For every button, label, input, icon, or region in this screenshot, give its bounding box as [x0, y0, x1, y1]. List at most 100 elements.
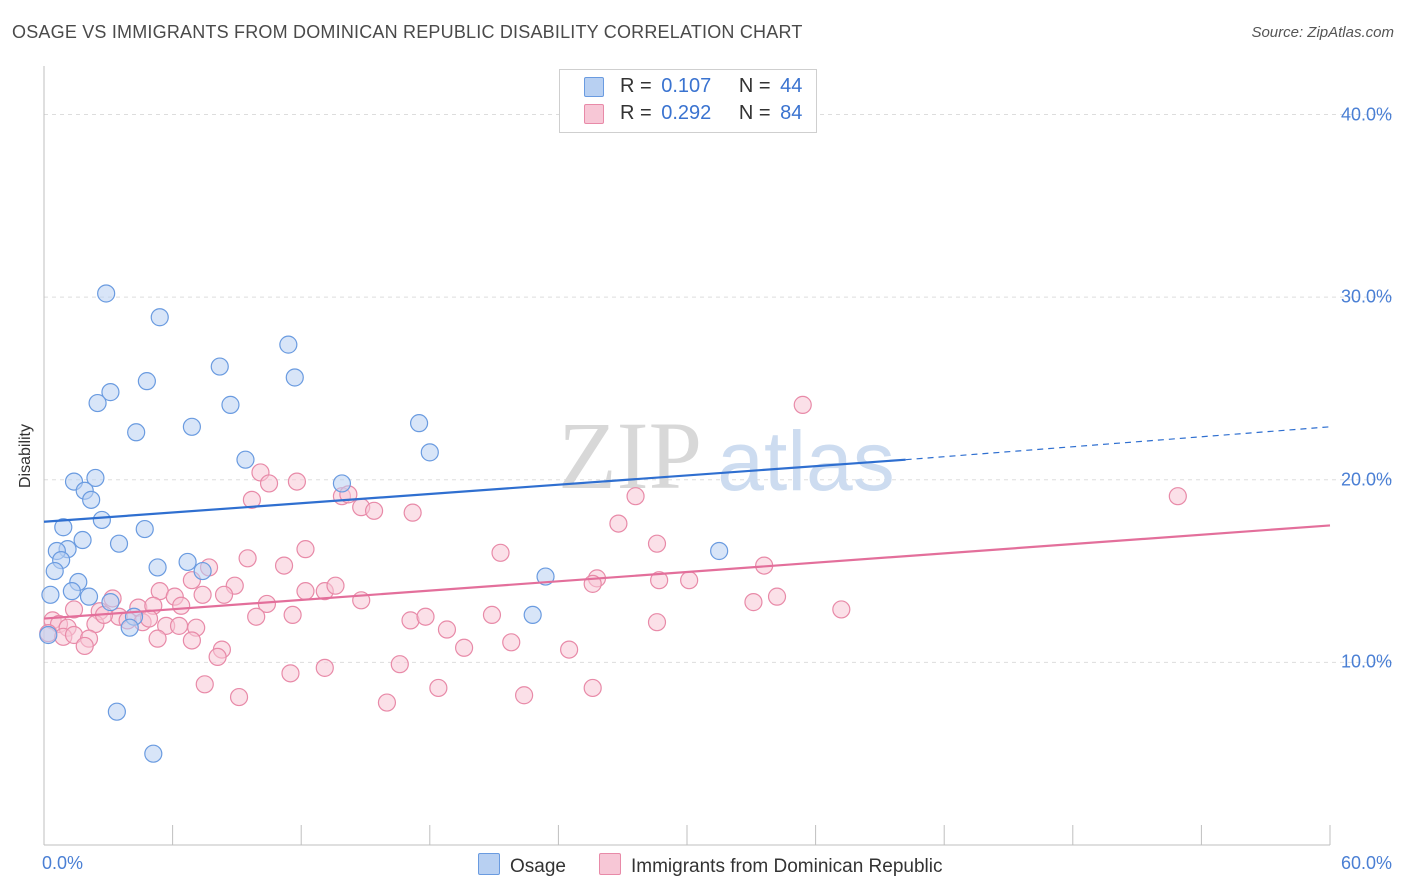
osage-point: [54, 518, 73, 537]
osage-point: [109, 534, 129, 553]
osage-point: [101, 383, 120, 402]
osage-legend-swatch: [478, 853, 500, 875]
osage-point: [137, 372, 156, 391]
dr-point: [680, 571, 699, 590]
osage-point: [178, 552, 197, 572]
dr-point: [1168, 487, 1187, 506]
dr-point: [242, 490, 262, 509]
y-tick-label: 10.0%: [1340, 651, 1392, 672]
legend-n-label: N =: [738, 102, 771, 124]
osage-point: [73, 530, 92, 550]
dr-point: [626, 487, 645, 506]
dr-point: [416, 607, 435, 626]
osage-point: [182, 417, 201, 436]
dr-point: [169, 616, 189, 635]
osage-point: [420, 443, 439, 462]
osage-point: [285, 368, 304, 387]
legend-n-value: 44: [780, 75, 803, 97]
dr-point: [560, 640, 579, 659]
dr-point: [647, 613, 667, 632]
legend-n-label: N =: [738, 75, 771, 97]
dr-point: [832, 600, 851, 619]
dr-point: [208, 647, 227, 667]
dr-point: [238, 549, 257, 568]
osage-points: [39, 284, 729, 763]
watermark: ZIP atlas: [558, 402, 895, 509]
osage-point: [45, 561, 64, 581]
dr-point: [281, 664, 300, 683]
legend-n-value: 84: [780, 102, 803, 124]
dr-point: [650, 571, 669, 590]
dr-legend-label: Immigrants from Dominican Republic: [631, 856, 943, 877]
osage-point: [97, 284, 116, 303]
gridlines: [44, 114, 1392, 663]
osage-swatch: [584, 77, 604, 97]
legend-r-label: R =: [620, 102, 652, 124]
dr-point: [437, 620, 457, 639]
osage-point: [92, 510, 111, 530]
dr-swatch: [584, 104, 604, 124]
dr-point: [214, 585, 234, 604]
dr-point: [647, 534, 667, 553]
dr-point: [315, 658, 334, 677]
dr-point: [403, 503, 422, 522]
dr-point: [296, 582, 315, 601]
osage-point: [148, 558, 167, 577]
osage-point: [236, 450, 255, 469]
legend-r-value: 0.107: [661, 75, 712, 97]
dr-point: [482, 605, 502, 625]
dr-point: [64, 600, 84, 619]
dr-point: [401, 611, 420, 630]
osage-point: [79, 587, 99, 606]
dr-point: [247, 607, 266, 626]
osage-legend-label: Osage: [510, 856, 566, 877]
osage-point: [62, 582, 81, 601]
dr-point: [195, 675, 214, 694]
bottom-legend-osage: Osage: [478, 853, 566, 878]
dr-point: [326, 576, 345, 595]
osage-trend-line: [43, 458, 906, 523]
osage-trend-extension: [905, 426, 1331, 461]
osage-point: [221, 395, 240, 414]
osage-point: [332, 474, 352, 493]
osage-point: [144, 744, 163, 763]
dr-point: [274, 556, 294, 575]
osage-point: [523, 605, 542, 625]
watermark-atlas: atlas: [717, 414, 894, 508]
dr-point: [364, 501, 384, 520]
dr-point: [182, 631, 201, 650]
osage-point: [86, 468, 105, 488]
osage-point: [88, 393, 107, 413]
osage-point: [41, 585, 60, 604]
x-tick-label-max: 60.0%: [1340, 853, 1392, 873]
legend-r-label: R =: [620, 75, 652, 97]
axes: [43, 66, 1331, 846]
chart-title: OSAGE VS IMMIGRANTS FROM DOMINICAN REPUB…: [12, 22, 803, 42]
dr-point: [515, 686, 534, 705]
dr-point: [429, 678, 448, 698]
osage-point: [193, 561, 212, 581]
dr-point: [148, 629, 167, 648]
legend-r-value: 0.292: [661, 102, 712, 124]
trend-lines: [43, 426, 1331, 620]
y-tick-label: 40.0%: [1340, 104, 1392, 125]
dr-point: [283, 605, 302, 625]
dr-legend-swatch: [599, 853, 621, 875]
y-tick-label: 30.0%: [1340, 286, 1392, 307]
dr-point: [583, 678, 602, 698]
dr-point: [172, 596, 191, 615]
dr-point: [390, 655, 409, 674]
dr-point: [296, 540, 315, 559]
osage-point: [710, 541, 729, 561]
dr-point: [767, 587, 787, 606]
osage-point: [127, 423, 146, 442]
dr-point: [793, 395, 812, 414]
x-tick-label-min: 0.0%: [42, 853, 84, 873]
osage-point: [101, 593, 120, 612]
source-label: Source: ZipAtlas.com: [1251, 24, 1394, 41]
osage-point: [82, 490, 101, 509]
dr-point: [259, 474, 279, 493]
y-tick-label: 20.0%: [1340, 469, 1392, 490]
dr-point: [744, 593, 763, 612]
